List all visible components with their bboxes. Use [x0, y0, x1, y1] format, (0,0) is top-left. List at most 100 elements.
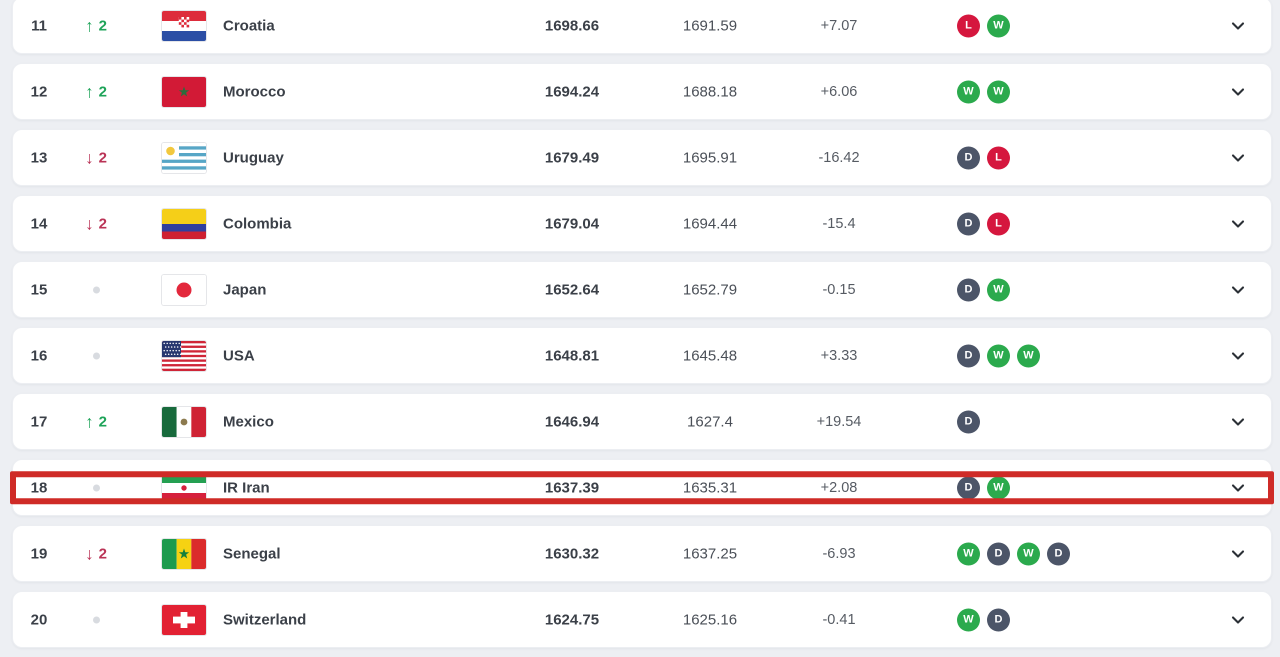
previous-points-value: 1695.91	[682, 149, 738, 166]
movement-down-arrow-icon: ↓	[85, 148, 94, 167]
movement-value: 2	[98, 545, 107, 562]
country-name: Colombia	[223, 215, 292, 232]
form-badge-loss: L	[957, 14, 980, 37]
previous-points-value: 1652.79	[682, 281, 738, 298]
movement-value: 2	[98, 215, 107, 232]
movement-down-arrow-icon: ↓	[85, 214, 94, 233]
rank-number: 13	[30, 149, 48, 166]
form-badge-win: W	[957, 542, 980, 565]
points-value: 1646.94	[544, 413, 600, 430]
form-badge-win: W	[957, 80, 980, 103]
country-name: Croatia	[223, 17, 275, 34]
flag-mexico-icon	[162, 406, 206, 437]
chevron-down-icon[interactable]	[1222, 604, 1254, 636]
movement-value: 2	[98, 413, 107, 430]
form-badge-loss: L	[987, 146, 1010, 169]
previous-points-value: 1645.48	[682, 347, 738, 364]
rank-number: 20	[30, 611, 48, 628]
form-badge-win: W	[987, 14, 1010, 37]
country-name: Senegal	[223, 545, 281, 562]
form-badge-draw: D	[957, 278, 980, 301]
rank-number: 12	[30, 83, 48, 100]
table-row[interactable]: 17 ↑ 2 Mexico 1646.94 1627.4 +19.54 D	[12, 393, 1272, 450]
no-movement-dot-icon	[92, 352, 100, 359]
chevron-down-icon[interactable]	[1222, 142, 1254, 174]
points-change-value: -0.15	[822, 281, 856, 298]
chevron-down-icon[interactable]	[1222, 208, 1254, 240]
previous-points-value: 1691.59	[682, 17, 738, 34]
country-name: IR Iran	[223, 479, 270, 496]
points-value: 1679.04	[544, 215, 600, 232]
movement-up-arrow-icon: ↑	[85, 82, 94, 101]
rank-movement: ↑ 2	[66, 413, 126, 430]
movement-value: 2	[98, 149, 107, 166]
no-movement-dot-icon	[92, 286, 100, 293]
previous-points-value: 1625.16	[682, 611, 738, 628]
no-movement-dot-icon	[92, 616, 100, 623]
chevron-down-icon[interactable]	[1222, 10, 1254, 42]
no-movement-dot-icon	[92, 484, 100, 491]
flag-switzerland-icon	[162, 604, 206, 635]
form-badge-win: W	[1017, 344, 1040, 367]
flag-senegal-icon	[162, 538, 206, 569]
points-value: 1637.39	[544, 479, 600, 496]
movement-value: 2	[98, 83, 107, 100]
previous-points-value: 1635.31	[682, 479, 738, 496]
movement-up-arrow-icon: ↑	[85, 16, 94, 35]
movement-down-arrow-icon: ↓	[85, 544, 94, 563]
chevron-down-icon[interactable]	[1222, 340, 1254, 372]
country-name: Mexico	[223, 413, 274, 430]
rank-number: 14	[30, 215, 48, 232]
points-value: 1679.49	[544, 149, 600, 166]
form-badge-draw: D	[957, 476, 980, 499]
chevron-down-icon[interactable]	[1222, 538, 1254, 570]
rank-movement: ↓ 2	[66, 545, 126, 562]
flag-colombia-icon	[162, 208, 206, 239]
chevron-down-icon[interactable]	[1222, 274, 1254, 306]
movement-up-arrow-icon: ↑	[85, 412, 94, 431]
rank-movement	[66, 286, 126, 293]
chevron-down-icon[interactable]	[1222, 76, 1254, 108]
rank-number: 16	[30, 347, 48, 364]
chevron-down-icon[interactable]	[1222, 406, 1254, 438]
flag-uruguay-icon	[162, 142, 206, 173]
form-badge-win: W	[987, 278, 1010, 301]
form-badge-win: W	[987, 476, 1010, 499]
movement-value: 2	[98, 17, 107, 34]
previous-points-value: 1688.18	[682, 83, 738, 100]
chevron-down-icon[interactable]	[1222, 472, 1254, 504]
recent-form-badges: D	[957, 410, 980, 433]
rank-movement	[66, 352, 126, 359]
points-change-value: +3.33	[820, 347, 858, 364]
form-badge-draw: D	[987, 608, 1010, 631]
rank-movement: ↓ 2	[66, 149, 126, 166]
form-badge-win: W	[987, 344, 1010, 367]
flag-iran-icon	[162, 472, 206, 503]
rank-number: 18	[30, 479, 48, 496]
points-change-value: +19.54	[816, 413, 862, 430]
rank-movement: ↑ 2	[66, 83, 126, 100]
points-change-value: -0.41	[822, 611, 856, 628]
rank-number: 19	[30, 545, 48, 562]
country-name: Switzerland	[223, 611, 307, 628]
country-name: Uruguay	[223, 149, 284, 166]
form-badge-draw: D	[957, 212, 980, 235]
points-value: 1652.64	[544, 281, 600, 298]
flag-croatia-icon	[162, 10, 206, 41]
